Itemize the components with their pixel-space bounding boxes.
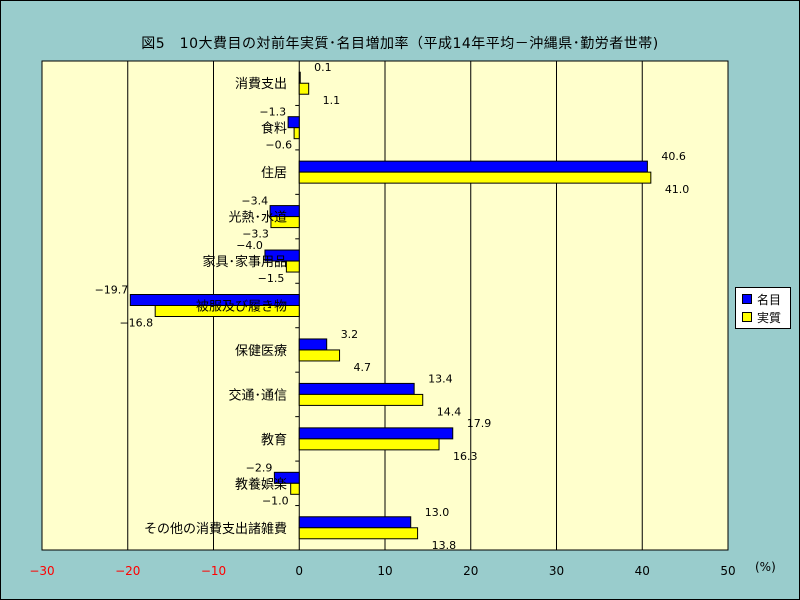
- legend-swatch-nominal: [742, 294, 752, 304]
- x-tick-label-1: −20: [115, 564, 140, 578]
- chart-title: 図5 10大費目の対前年実質･名目増加率（平成14年平均－沖縄県･勤労者世帯): [141, 36, 659, 52]
- bar-real-6: [298, 349, 341, 362]
- bar-nominal-9: [273, 471, 300, 484]
- data-label-real-7: 14.4: [437, 405, 462, 418]
- data-label-nominal-0: 0.1: [314, 61, 332, 74]
- bar-real-8: [298, 438, 440, 451]
- bar-nominal-6: [298, 338, 328, 351]
- data-label-real-0: 1.1: [323, 94, 341, 107]
- category-label-10: その他の消費支出諸雑費: [144, 521, 287, 537]
- bar-nominal-2: [298, 160, 648, 173]
- legend-label-nominal: 名目: [757, 292, 782, 307]
- category-label-7: 交通･通信: [228, 387, 287, 403]
- bar-real-0: [298, 82, 310, 95]
- bar-real-7: [298, 393, 424, 406]
- x-tick-label-5: 20: [463, 564, 478, 578]
- bar-real-3: [270, 216, 300, 229]
- bar-real-4: [285, 260, 300, 273]
- data-label-nominal-10: 13.0: [425, 506, 450, 519]
- x-tick-label-7: 40: [635, 564, 650, 578]
- legend-item-nominal: 名目: [742, 291, 781, 307]
- bar-nominal-1: [287, 116, 300, 129]
- x-tick-label-3: 0: [295, 564, 303, 578]
- x-unit-label: (%): [755, 560, 776, 574]
- legend-item-real: 実質: [742, 309, 781, 325]
- x-tick-label-2: −10: [201, 564, 226, 578]
- data-label-nominal-8: 17.9: [467, 417, 492, 430]
- category-label-8: 教育: [261, 432, 287, 448]
- bar-real-2: [298, 171, 652, 184]
- category-label-1: 食料: [261, 121, 287, 137]
- bar-nominal-0: [298, 71, 301, 84]
- data-label-nominal-3: −3.4: [241, 195, 268, 208]
- x-tick-label-0: −30: [29, 564, 54, 578]
- legend-label-real: 実質: [757, 310, 782, 325]
- data-label-nominal-5: −19.7: [95, 284, 129, 297]
- bar-nominal-7: [298, 382, 415, 395]
- data-label-real-3: −3.3: [242, 228, 269, 241]
- category-label-4: 家具･家事用品: [202, 254, 287, 270]
- bar-nominal-10: [298, 516, 412, 529]
- data-label-nominal-9: −2.9: [246, 461, 273, 474]
- data-label-real-10: 13.8: [432, 539, 457, 552]
- data-label-real-5: −16.8: [119, 317, 153, 330]
- x-tick-label-6: 30: [549, 564, 564, 578]
- bar-nominal-4: [264, 249, 300, 262]
- legend-swatch-real: [742, 312, 752, 322]
- data-label-nominal-6: 3.2: [341, 328, 359, 341]
- category-label-3: 光熱･水道: [228, 211, 287, 226]
- category-label-6: 保健医療: [235, 344, 287, 359]
- data-label-real-4: −1.5: [258, 272, 285, 285]
- category-label-5: 被服及び履き物: [196, 300, 287, 315]
- data-label-nominal-1: −1.3: [259, 106, 286, 119]
- data-label-real-6: 4.7: [354, 361, 372, 374]
- x-tick-label-4: 10: [377, 564, 392, 578]
- data-label-nominal-4: −4.0: [236, 239, 263, 252]
- bar-nominal-8: [298, 427, 454, 440]
- category-label-9: 教養娯楽: [235, 476, 287, 492]
- bar-real-1: [293, 127, 300, 140]
- x-tick-label-8: 50: [720, 564, 735, 578]
- data-label-nominal-7: 13.4: [428, 372, 453, 385]
- bar-real-5: [154, 305, 300, 317]
- data-label-real-1: −0.6: [265, 139, 292, 152]
- bar-real-9: [290, 482, 300, 495]
- data-label-real-9: −1.0: [262, 494, 289, 507]
- data-label-real-8: 16.3: [453, 450, 478, 463]
- category-label-2: 住居: [261, 166, 287, 181]
- category-label-0: 消費支出: [235, 77, 287, 92]
- bar-real-10: [298, 527, 419, 540]
- data-label-nominal-2: 40.6: [661, 150, 686, 163]
- legend: 名目 実質: [735, 287, 791, 329]
- data-label-real-2: 41.0: [665, 183, 690, 196]
